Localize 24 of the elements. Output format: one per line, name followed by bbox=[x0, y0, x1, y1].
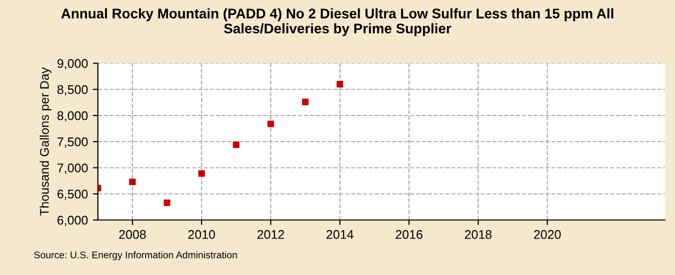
y-tick-label: 6,500 bbox=[58, 190, 88, 200]
chart-title: Annual Rocky Mountain (PADD 4) No 2 Diesel Ultra Low Sulfur Less than 15 ppm All Sales/Deliveries by Prime Supplier bbox=[61, 8, 614, 36]
point bbox=[267, 120, 274, 128]
point bbox=[164, 199, 170, 206]
point bbox=[129, 178, 136, 186]
y-tick-label: 6,000 bbox=[58, 216, 88, 226]
x-tick-label: 2014 bbox=[326, 230, 354, 239]
point bbox=[198, 170, 205, 177]
source-note: Source: U.S. Energy Information Administration bbox=[34, 251, 237, 260]
y-tick-label: 7,000 bbox=[58, 164, 88, 174]
x-tick-label: 2008 bbox=[119, 230, 146, 239]
y-axis-title: Thousand Gallons per Day bbox=[40, 67, 52, 216]
x-tick-label: 2016 bbox=[396, 230, 422, 239]
point bbox=[302, 98, 309, 106]
x-tick-label: 2010 bbox=[188, 230, 216, 239]
y-tick-label: 7,500 bbox=[58, 137, 88, 148]
x-tick-label: 2018 bbox=[464, 230, 492, 239]
x-tick-label: 2012 bbox=[257, 230, 284, 239]
x-tick-label: 2020 bbox=[534, 230, 561, 239]
y-tick-label: 8,000 bbox=[57, 111, 88, 122]
y-tick-label: 8,500 bbox=[57, 85, 88, 96]
point bbox=[336, 80, 344, 88]
point bbox=[232, 141, 240, 148]
y-tick-label: 9,000 bbox=[57, 59, 88, 70]
